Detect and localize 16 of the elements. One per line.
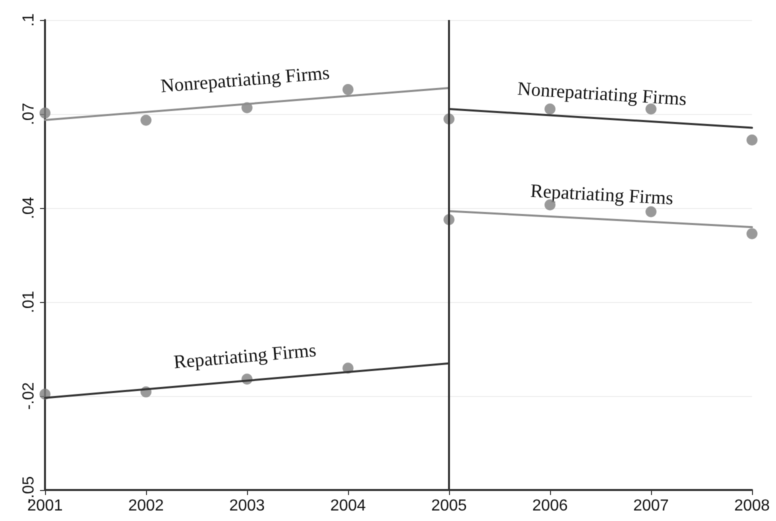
series-label: Nonrepatriating Firms xyxy=(516,78,688,110)
x-tick-label: 2008 xyxy=(734,498,770,514)
y-tick-label: .1 xyxy=(20,13,38,27)
x-tick-label: 2007 xyxy=(633,498,669,514)
x-tick-label: 2005 xyxy=(431,498,467,514)
x-tick-label: 2002 xyxy=(128,498,164,514)
series-label: Repatriating Firms xyxy=(172,340,318,374)
y-tick-label: .04 xyxy=(20,196,38,220)
y-tick-label: .07 xyxy=(20,102,38,126)
x-tick-label: 2003 xyxy=(229,498,265,514)
y-tick-label: -.02 xyxy=(20,382,38,410)
y-tick-label: .01 xyxy=(20,290,38,314)
x-tick-label: 2004 xyxy=(330,498,366,514)
x-tick-label: 2006 xyxy=(532,498,568,514)
series-label: Repatriating Firms xyxy=(530,180,674,210)
series-label: Nonrepatriating Firms xyxy=(160,62,330,98)
